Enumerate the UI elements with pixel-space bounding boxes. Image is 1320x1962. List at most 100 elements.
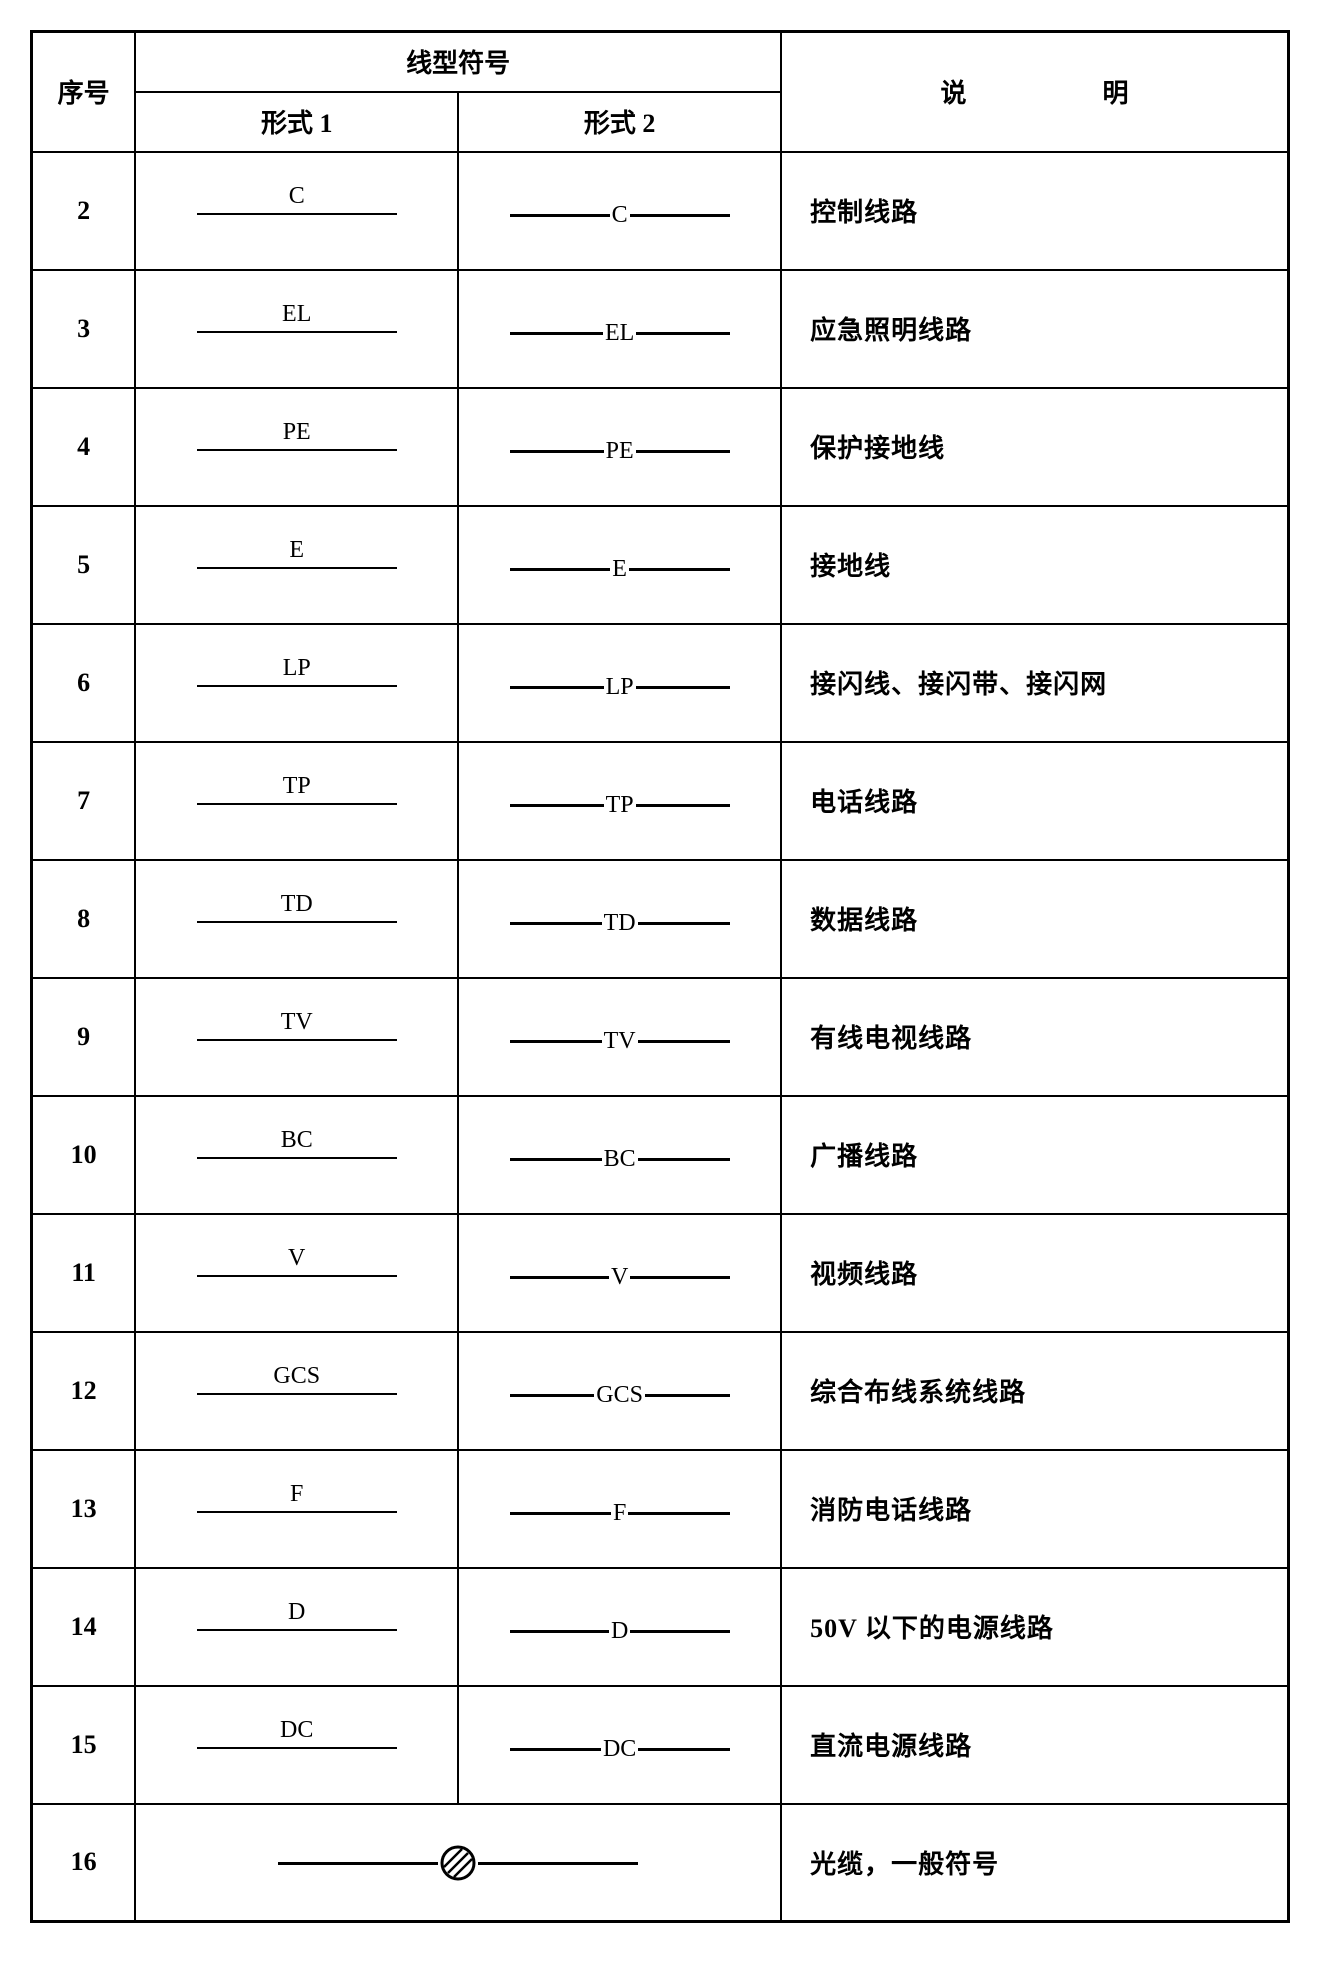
- header-desc: 说 明: [781, 32, 1288, 152]
- symbol-code: C: [610, 203, 630, 227]
- table-row: 11VV视频线路: [32, 1214, 1289, 1332]
- line-symbol-form2: BC: [510, 1147, 730, 1171]
- cell-form1: D: [135, 1568, 458, 1686]
- line-segment-icon: [638, 1158, 730, 1161]
- symbol-code: TP: [604, 793, 636, 817]
- cell-form2: BC: [458, 1096, 781, 1214]
- table-row: 9TVTV有线电视线路: [32, 978, 1289, 1096]
- table-row: 16 光缆，一般符号: [32, 1804, 1289, 1922]
- table-row: 10BCBC广播线路: [32, 1096, 1289, 1214]
- cell-desc: 数据线路: [781, 860, 1288, 978]
- symbol-code: V: [197, 1245, 397, 1272]
- line-segment-icon: [636, 804, 730, 807]
- symbol-code: D: [609, 1619, 630, 1643]
- line-symbol-form1: DC: [197, 1721, 397, 1761]
- line-segment-icon: [629, 568, 730, 571]
- line-symbol-form1: D: [197, 1603, 397, 1643]
- line-segment-icon: [278, 1862, 438, 1865]
- line-symbol-form2: TP: [510, 793, 730, 817]
- line-segment-icon: [510, 686, 604, 689]
- cell-seq: 15: [32, 1686, 136, 1804]
- cell-form2: E: [458, 506, 781, 624]
- cell-desc: 光缆，一般符号: [781, 1804, 1288, 1922]
- symbol-code: LP: [197, 655, 397, 682]
- line-segment-icon: [510, 1040, 602, 1043]
- symbol-code: EL: [603, 321, 636, 345]
- line-symbol-form1: EL: [197, 305, 397, 345]
- line-segment-icon: [638, 1748, 729, 1751]
- cell-form2: TV: [458, 978, 781, 1096]
- symbol-code: DC: [197, 1717, 397, 1744]
- line-symbol-form2: TV: [510, 1029, 730, 1053]
- symbol-code: BC: [602, 1147, 638, 1171]
- cell-seq: 6: [32, 624, 136, 742]
- cell-form1: GCS: [135, 1332, 458, 1450]
- cell-seq: 2: [32, 152, 136, 270]
- line-segment-icon: [638, 922, 730, 925]
- cell-seq: 14: [32, 1568, 136, 1686]
- line-symbol-form1: TD: [197, 895, 397, 935]
- underline-icon: [197, 449, 397, 451]
- header-seq: 序号: [32, 32, 136, 152]
- symbol-code: PE: [604, 439, 636, 463]
- cell-desc: 消防电话线路: [781, 1450, 1288, 1568]
- cell-desc: 保护接地线: [781, 388, 1288, 506]
- cell-form1: PE: [135, 388, 458, 506]
- underline-icon: [197, 1511, 397, 1513]
- underline-icon: [197, 1275, 397, 1277]
- line-symbol-form2: V: [510, 1265, 730, 1289]
- underline-icon: [197, 1393, 397, 1395]
- line-segment-icon: [510, 568, 611, 571]
- cell-form1: EL: [135, 270, 458, 388]
- line-symbol-form1: C: [197, 187, 397, 227]
- cell-seq: 13: [32, 1450, 136, 1568]
- line-symbol-form1: PE: [197, 423, 397, 463]
- cell-desc: 接地线: [781, 506, 1288, 624]
- symbol-code: F: [611, 1501, 628, 1525]
- cell-desc: 广播线路: [781, 1096, 1288, 1214]
- symbol-code: GCS: [594, 1383, 645, 1407]
- line-symbol-form1: TP: [197, 777, 397, 817]
- line-segment-icon: [636, 686, 730, 689]
- line-segment-icon: [630, 1276, 729, 1279]
- symbol-code: TV: [602, 1029, 638, 1053]
- line-segment-icon: [510, 332, 603, 335]
- symbol-code: E: [197, 537, 397, 564]
- cell-form2: F: [458, 1450, 781, 1568]
- underline-icon: [197, 685, 397, 687]
- line-symbol-form2: GCS: [510, 1383, 730, 1407]
- underline-icon: [197, 1157, 397, 1159]
- line-symbol-form1: V: [197, 1249, 397, 1289]
- underline-icon: [197, 1039, 397, 1041]
- cell-form1: TD: [135, 860, 458, 978]
- cell-form2: DC: [458, 1686, 781, 1804]
- line-symbol-form2: LP: [510, 675, 730, 699]
- cell-form2: LP: [458, 624, 781, 742]
- cell-desc: 综合布线系统线路: [781, 1332, 1288, 1450]
- line-symbol-form1: LP: [197, 659, 397, 699]
- underline-icon: [197, 1629, 397, 1631]
- line-segment-icon: [510, 922, 602, 925]
- line-symbol-form1: E: [197, 541, 397, 581]
- table-row: 6LPLP接闪线、接闪带、接闪网: [32, 624, 1289, 742]
- line-symbol-form1: TV: [197, 1013, 397, 1053]
- table-row: 4PEPE保护接地线: [32, 388, 1289, 506]
- cell-form2: C: [458, 152, 781, 270]
- header-form2: 形式 2: [458, 92, 781, 152]
- symbol-code: GCS: [197, 1363, 397, 1390]
- cell-form1: E: [135, 506, 458, 624]
- symbol-code: TD: [602, 911, 638, 935]
- cell-form1: LP: [135, 624, 458, 742]
- cell-seq: 5: [32, 506, 136, 624]
- cell-seq: 16: [32, 1804, 136, 1922]
- line-segment-icon: [636, 332, 729, 335]
- symbol-code: E: [610, 557, 629, 581]
- line-segment-icon: [510, 214, 610, 217]
- line-segment-icon: [478, 1862, 638, 1865]
- line-segment-icon: [630, 1630, 729, 1633]
- line-symbol-form2: E: [510, 557, 730, 581]
- cell-seq: 11: [32, 1214, 136, 1332]
- table-row: 13FF消防电话线路: [32, 1450, 1289, 1568]
- line-symbol-form2: F: [510, 1501, 730, 1525]
- line-segment-icon: [510, 804, 604, 807]
